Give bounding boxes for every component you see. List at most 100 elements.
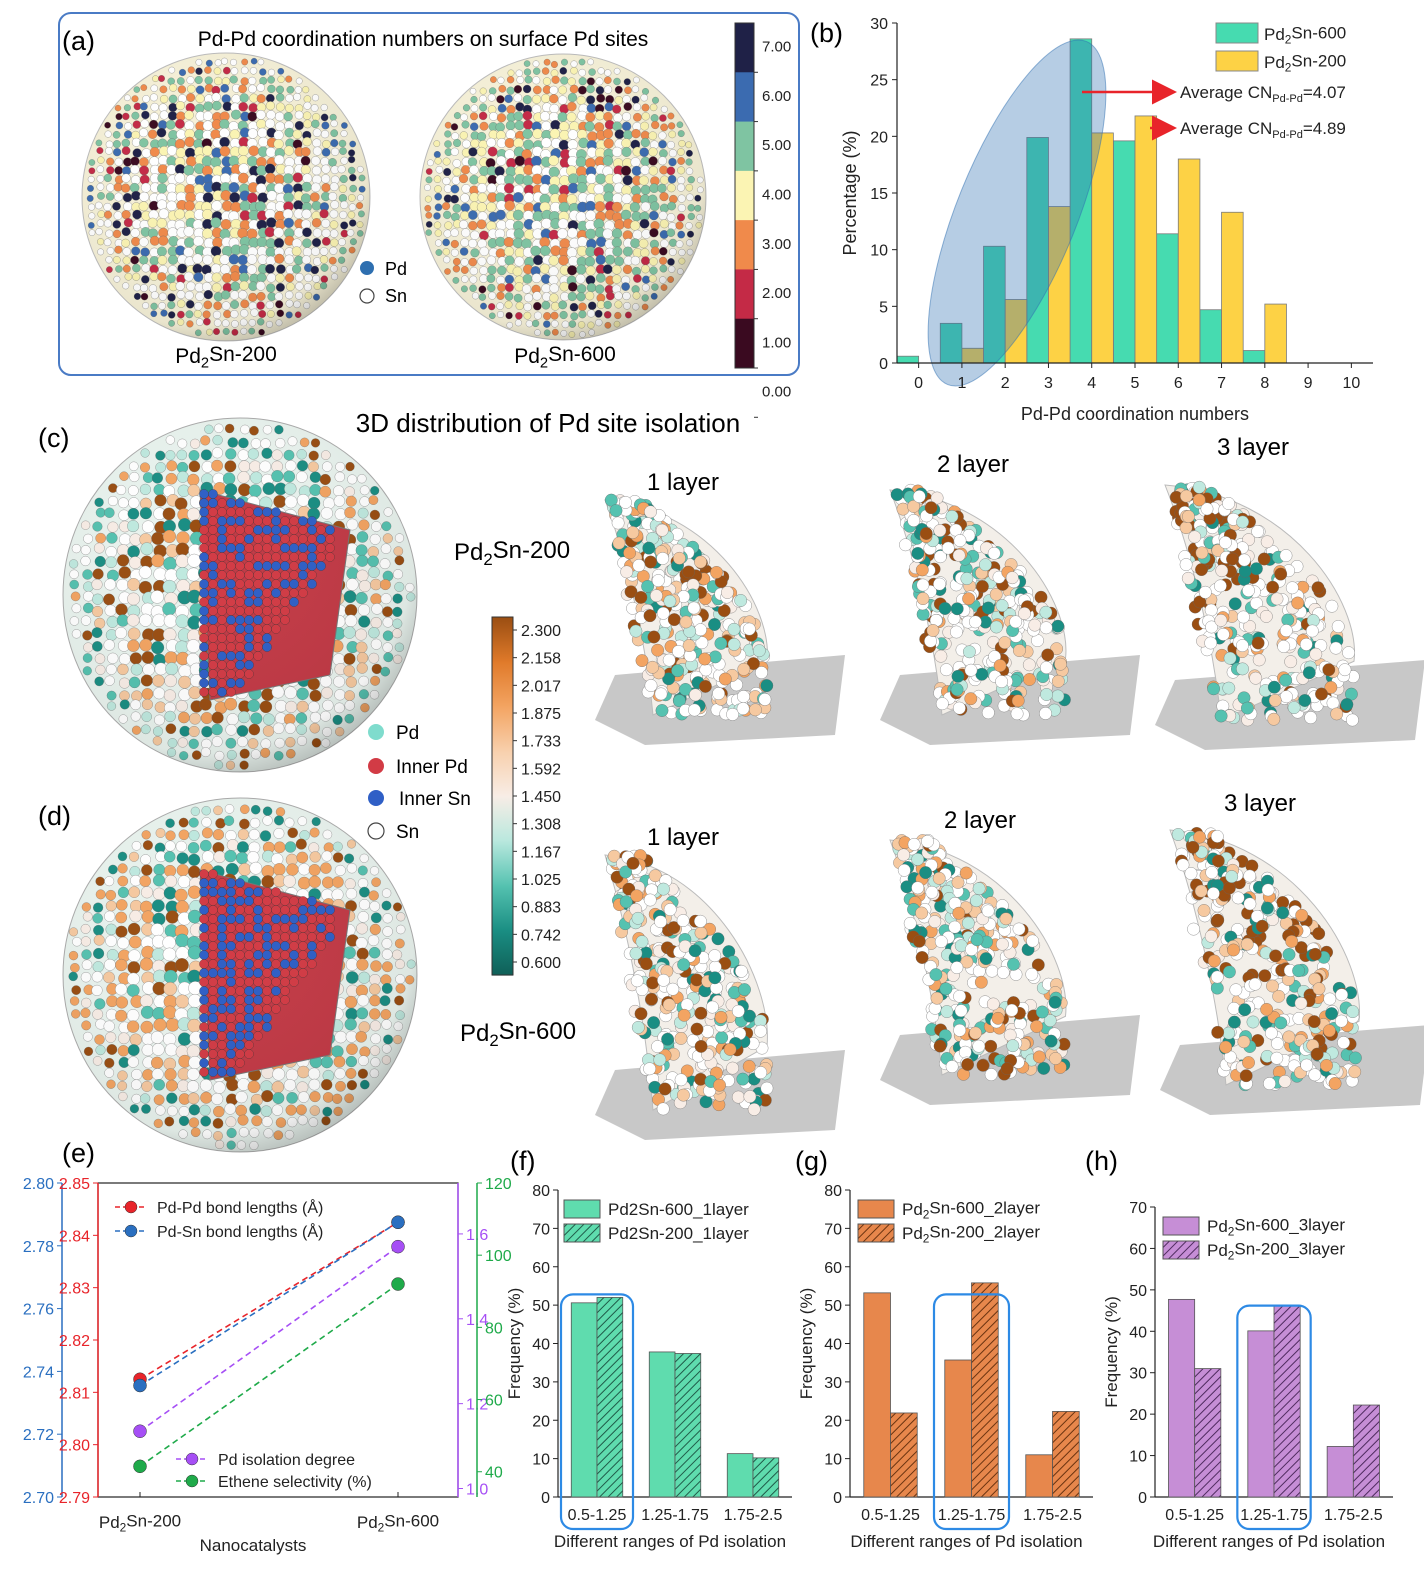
- legend-pd: Pd: [396, 723, 419, 744]
- slice-atom: [1250, 562, 1263, 576]
- sphere-shade: [82, 53, 370, 341]
- slice-atom: [651, 643, 664, 657]
- slice-atom: [619, 496, 632, 509]
- slice-atom: [676, 914, 690, 927]
- slice-atom: [890, 488, 904, 501]
- slice-atom: [1054, 657, 1067, 671]
- panel-label-c: (c): [38, 423, 69, 453]
- slice-atom: [933, 1039, 947, 1053]
- colorbar-a-tick-label: 4.00: [762, 187, 791, 204]
- slice-atom: [1215, 564, 1229, 578]
- legend-inner-pd: Inner Pd: [396, 757, 468, 778]
- slice-atom: [611, 516, 625, 530]
- slice-atom: [690, 1022, 704, 1036]
- slice-atom: [919, 527, 933, 540]
- legend-inner-pd-dot: [368, 758, 384, 774]
- y-tick-label: 10: [870, 243, 888, 260]
- slice-atom: [916, 592, 930, 605]
- slice-atom: [1195, 546, 1209, 560]
- colorbar-a-segment: [735, 318, 754, 369]
- slice-atom: [1214, 579, 1227, 593]
- panel-a: (a) Pd-Pd coordination numbers on surfac…: [58, 12, 800, 418]
- slice-atom: [735, 964, 748, 978]
- slice-atom: [723, 1043, 737, 1056]
- slice-atom: [667, 613, 681, 626]
- colorbar-c-segment: [492, 840, 513, 887]
- slice-atom: [1279, 624, 1293, 637]
- colorbar-c-tick-label: 1.450: [521, 789, 561, 806]
- slice-atom: [654, 915, 667, 929]
- slice-atom: [969, 615, 982, 629]
- slice-atom: [699, 680, 712, 693]
- slice-atom: [737, 690, 750, 703]
- slice-atom: [960, 572, 974, 585]
- slice-atom: [634, 591, 648, 604]
- slice-atom: [646, 976, 659, 990]
- slice-atom: [674, 1073, 688, 1087]
- slice-atom: [663, 594, 677, 608]
- slice-atom: [732, 1004, 745, 1018]
- slice-atom: [635, 935, 649, 949]
- slice-atom: [694, 623, 707, 637]
- colorbar-c-tick-label: 1.025: [521, 872, 561, 889]
- slice-atom: [1304, 711, 1318, 724]
- slice-atom: [1010, 707, 1024, 721]
- x-tick-label: 0: [914, 375, 923, 392]
- row-label-pd2sn-600: Pd2Sn-600: [460, 1018, 576, 1050]
- slice-atom: [653, 1053, 667, 1067]
- colorbar-c-tick-label: 1.308: [521, 817, 561, 834]
- slice-atom: [1242, 584, 1255, 597]
- legend-swatch: [1215, 22, 1259, 44]
- slice-atom: [641, 580, 654, 593]
- x-tick-label: 2: [1001, 375, 1010, 392]
- slice-atom: [1192, 480, 1206, 494]
- slice-atom: [915, 563, 929, 577]
- slice-atom: [1338, 663, 1352, 677]
- slice-atom: [662, 653, 676, 667]
- sn-legend-label: Sn: [385, 286, 407, 306]
- colorbar-a-segment: [735, 269, 754, 320]
- slice-atom: [656, 1102, 670, 1116]
- slice-atom: [694, 1006, 708, 1020]
- slice-atom: [1325, 599, 1339, 613]
- bar-pd2sn-600: [896, 355, 920, 364]
- slice-atom: [609, 504, 623, 517]
- slice-atom: [1311, 581, 1325, 595]
- slice-atom: [896, 502, 910, 516]
- x-axis-label: Pd-Pd coordination numbers: [1021, 404, 1249, 424]
- slice-atom: [690, 973, 704, 987]
- colorbar-a-tick-label: 1.00: [762, 334, 791, 351]
- legend-sn: Sn: [396, 822, 419, 843]
- slice-atom: [710, 566, 723, 579]
- slice-atom: [727, 622, 741, 636]
- slice-atom: [916, 578, 930, 592]
- slice-atom: [981, 706, 995, 720]
- slice-atom: [644, 679, 658, 692]
- slice-atom: [631, 1021, 645, 1034]
- slice-atom: [1238, 564, 1252, 578]
- slice-atom: [940, 663, 953, 677]
- sphere-shade: [420, 54, 706, 340]
- colorbar-a-tick-label: 5.00: [762, 137, 791, 154]
- sphere-shade: [63, 418, 417, 772]
- y-tick-label: 25: [870, 73, 888, 90]
- y-tick-label: 5: [879, 299, 888, 316]
- colorbar-c-segment: [492, 661, 513, 708]
- slice-atom: [679, 615, 693, 629]
- slice-atom: [655, 523, 669, 537]
- bar-pd2sn-200: [1221, 211, 1244, 364]
- slice-atom: [1340, 698, 1354, 711]
- panel-a-title: Pd-Pd coordination numbers on surface Pd…: [198, 28, 649, 51]
- slice-atom: [643, 1062, 656, 1076]
- panel-cd: (c) (d) 3D distribution of Pd site isola…: [38, 408, 1424, 1153]
- slice-atom: [1034, 590, 1048, 604]
- slice-atom: [626, 856, 640, 870]
- slice-atom: [1188, 530, 1202, 544]
- slice-atom: [928, 915, 942, 928]
- slice-atom: [688, 703, 701, 717]
- slice-atom: [1287, 701, 1301, 714]
- bar-pd2sn-600: [1199, 309, 1222, 364]
- slice-atom: [1051, 619, 1065, 633]
